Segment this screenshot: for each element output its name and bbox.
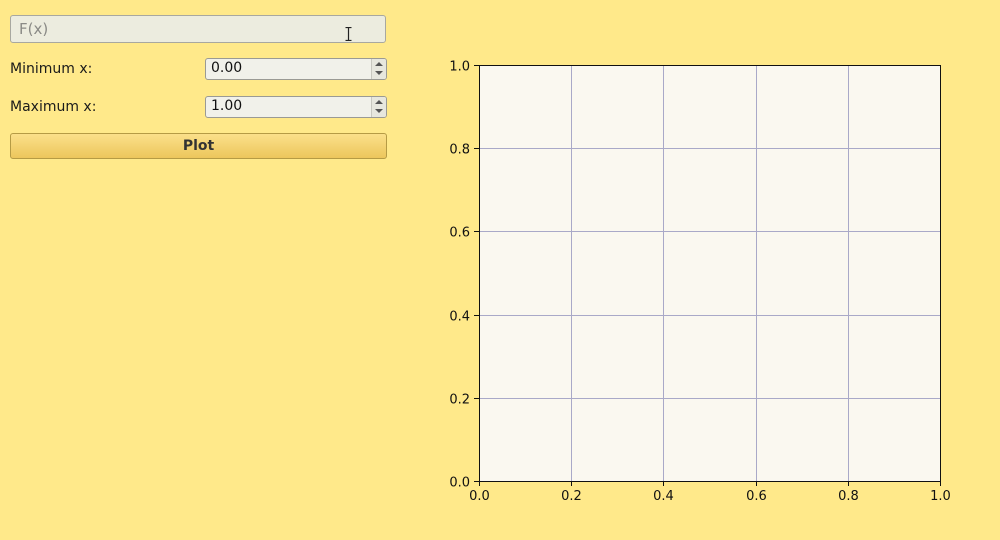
x-tick-label: 0.4: [653, 489, 674, 504]
decrement-arrow-icon[interactable]: [375, 109, 383, 113]
plot-frame: [479, 65, 941, 482]
function-input[interactable]: [10, 15, 386, 43]
y-tick-label: 0.0: [449, 476, 470, 491]
text-cursor-icon: [345, 27, 352, 41]
y-tick-label: 0.4: [449, 310, 470, 325]
y-tick-label: 0.2: [449, 393, 470, 408]
y-tick-label: 1.0: [449, 60, 470, 75]
minimum-x-value[interactable]: 0.00: [211, 60, 243, 76]
minimum-x-spinbox[interactable]: 0.00: [205, 58, 387, 80]
x-tick-label: 1.0: [930, 489, 951, 504]
decrement-arrow-icon[interactable]: [375, 71, 383, 75]
plot-button[interactable]: Plot: [10, 133, 387, 159]
increment-arrow-icon[interactable]: [375, 100, 383, 104]
maximum-x-stepper[interactable]: [371, 97, 386, 117]
minimum-x-label: Minimum x:: [10, 61, 93, 77]
x-tick-label: 0.6: [746, 489, 767, 504]
maximum-x-label: Maximum x:: [10, 99, 97, 115]
increment-arrow-icon[interactable]: [375, 62, 383, 66]
x-tick-label: 0.8: [838, 489, 859, 504]
maximum-x-spinbox[interactable]: 1.00: [205, 96, 387, 118]
plot-area: [479, 65, 940, 481]
y-tick-label: 0.8: [449, 143, 470, 158]
minimum-x-stepper[interactable]: [371, 59, 386, 79]
x-tick-label: 0.2: [561, 489, 582, 504]
y-tick-label: 0.6: [449, 226, 470, 241]
y-axis: 0.0 0.2 0.4 0.6 0.8 1.0: [449, 60, 479, 491]
x-axis: 0.0 0.2 0.4 0.6 0.8 1.0: [469, 481, 951, 504]
maximum-x-value[interactable]: 1.00: [211, 98, 243, 114]
x-tick-label: 0.0: [469, 489, 490, 504]
